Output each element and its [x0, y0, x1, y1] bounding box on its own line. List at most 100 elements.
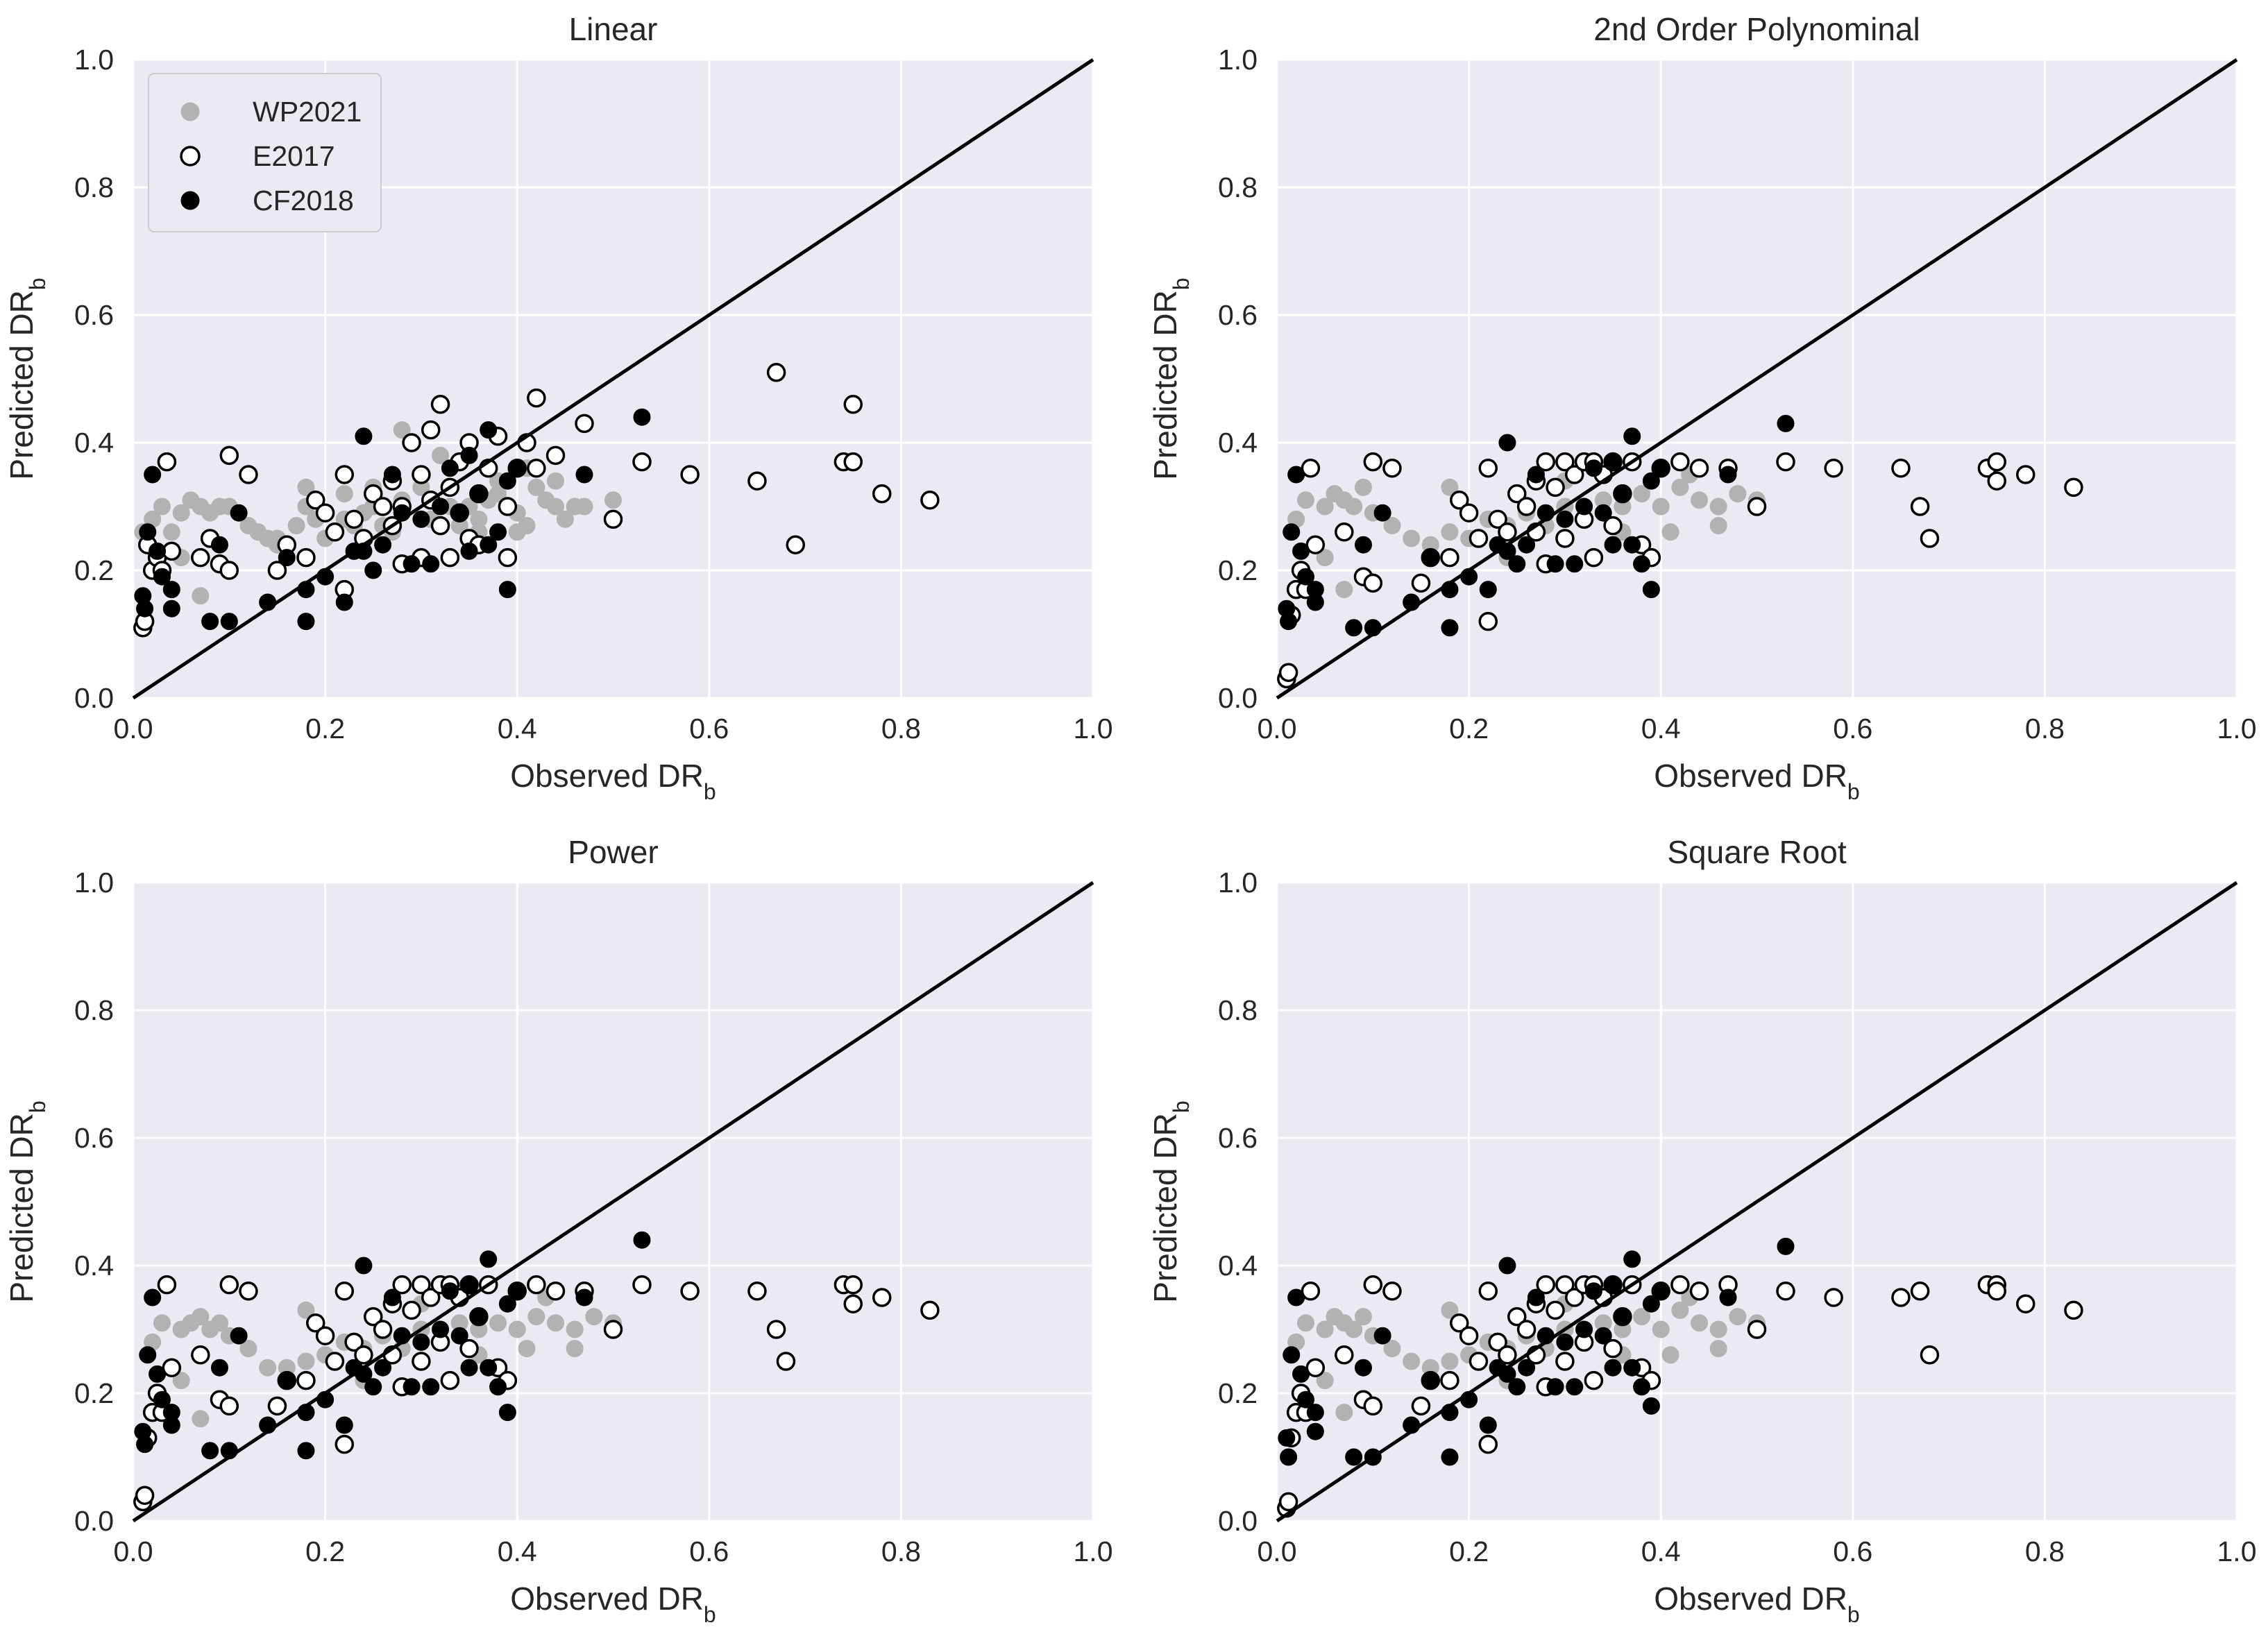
x-axis-label: Observed DRb [510, 758, 716, 804]
point-e2017 [1478, 1434, 1498, 1454]
point-e2017 [545, 1282, 566, 1301]
point-wp2021 [547, 497, 565, 516]
point-cf2018 [498, 581, 516, 599]
point-cf2018 [230, 504, 248, 522]
y-tick-label: 0.8 [1218, 171, 1258, 203]
point-e2017 [1469, 529, 1489, 548]
y-tick-label: 0.6 [74, 1122, 114, 1154]
point-cf2018 [1652, 1282, 1670, 1300]
point-wp2021 [192, 587, 210, 605]
point-cf2018 [297, 613, 315, 631]
point-e2017 [267, 1396, 287, 1416]
y-tick-label: 0.8 [1218, 994, 1258, 1026]
point-cf2018 [575, 1288, 593, 1307]
point-e2017 [1920, 1345, 1940, 1365]
point-cf2018 [383, 466, 401, 484]
point-cf2018 [1623, 536, 1641, 554]
point-cf2018 [162, 599, 180, 618]
x-tick-label: 0.2 [1449, 1535, 1489, 1567]
point-wp2021 [1403, 1352, 1421, 1370]
point-cf2018 [470, 1308, 488, 1326]
point-e2017 [843, 1294, 863, 1313]
y-tick-label: 0.6 [74, 299, 114, 331]
point-wp2021 [210, 1314, 228, 1332]
point-e2017 [1891, 459, 1911, 478]
point-e2017 [766, 1320, 786, 1339]
point-e2017 [1987, 471, 2006, 491]
point-e2017 [766, 363, 786, 382]
point-cf2018 [450, 504, 468, 522]
point-cf2018 [364, 561, 382, 579]
point-wp2021 [575, 497, 593, 516]
y-tick-label: 1.0 [74, 44, 114, 76]
point-cf2018 [450, 1327, 468, 1345]
point-cf2018 [508, 1282, 526, 1300]
point-wp2021 [1316, 1320, 1334, 1338]
point-wp2021 [432, 446, 450, 464]
point-cf2018 [1642, 472, 1660, 490]
point-e2017 [1305, 1358, 1326, 1377]
chart-panel-1: 0.00.0 0.2 0.2 0.4 0.4 0.6 0.6 0.8 0.8 1.0 1.0 Line… [3, 11, 1113, 804]
point-cf2018 [498, 472, 516, 490]
y-axis-label: Predicted DRb [3, 1100, 50, 1302]
point-e2017 [412, 1275, 431, 1295]
x-tick-label: 0.0 [114, 1535, 153, 1567]
point-cf2018 [480, 1359, 498, 1377]
y-tick-label: 0.6 [1218, 299, 1258, 331]
x-axis-label: Observed DRb [1654, 1581, 1859, 1627]
x-tick-label: 0.4 [498, 713, 537, 744]
point-cf2018 [1652, 459, 1670, 477]
point-wp2021 [508, 523, 526, 541]
reference-line [1276, 880, 2238, 1523]
point-cf2018 [575, 466, 593, 484]
y-tick-label: 1.0 [74, 867, 114, 899]
point-e2017 [527, 388, 546, 408]
point-cf2018 [1306, 1404, 1324, 1422]
point-cf2018 [1421, 1372, 1439, 1390]
point-wp2021 [335, 485, 353, 503]
point-e2017 [1564, 1288, 1584, 1307]
point-wp2021 [259, 1359, 277, 1377]
point-e2017 [1689, 459, 1709, 478]
point-cf2018 [1373, 1327, 1391, 1345]
point-e2017 [1363, 1275, 1383, 1295]
x-axis-label: Observed DRb [1654, 758, 1859, 804]
point-wp2021 [1661, 1346, 1679, 1364]
chart-title: Linear [569, 11, 658, 47]
point-e2017 [315, 1326, 335, 1345]
point-e2017 [219, 1396, 239, 1416]
point-e2017 [1488, 509, 1507, 529]
point-e2017 [239, 465, 258, 484]
point-cf2018 [139, 1346, 157, 1364]
point-cf2018 [162, 581, 180, 599]
point-e2017 [1776, 1282, 1795, 1301]
y-tick-label: 0.0 [1218, 682, 1258, 714]
point-cf2018 [1354, 1359, 1372, 1377]
point-cf2018 [460, 1359, 478, 1377]
point-e2017 [1824, 1288, 1843, 1307]
x-tick-label: 0.0 [114, 713, 153, 744]
point-cf2018 [1556, 1333, 1574, 1351]
legend-box [148, 73, 382, 232]
point-e2017 [430, 395, 450, 414]
chart-panel-3: 0.00.0 0.2 0.2 0.4 0.4 0.6 0.6 0.8 0.8 1.0 1.0 Powe… [3, 834, 1113, 1627]
point-cf2018 [210, 536, 228, 554]
point-cf2018 [1508, 555, 1526, 573]
point-cf2018 [1642, 1397, 1660, 1415]
point-e2017 [1516, 497, 1537, 516]
y-tick-label: 0.2 [1218, 554, 1258, 586]
point-wp2021 [489, 1314, 507, 1332]
point-wp2021 [1354, 478, 1372, 496]
y-tick-label: 0.4 [1218, 427, 1258, 459]
point-e2017 [412, 465, 431, 484]
point-e2017 [315, 503, 335, 522]
point-wp2021 [604, 491, 622, 509]
point-cf2018 [1287, 1288, 1305, 1307]
point-cf2018 [1604, 1276, 1622, 1294]
point-wp2021 [527, 1308, 545, 1326]
point-cf2018 [1292, 542, 1310, 560]
reference-line [132, 58, 1094, 700]
point-cf2018 [355, 427, 373, 445]
point-wp2021 [1345, 1320, 1363, 1338]
point-cf2018 [1623, 1250, 1641, 1268]
